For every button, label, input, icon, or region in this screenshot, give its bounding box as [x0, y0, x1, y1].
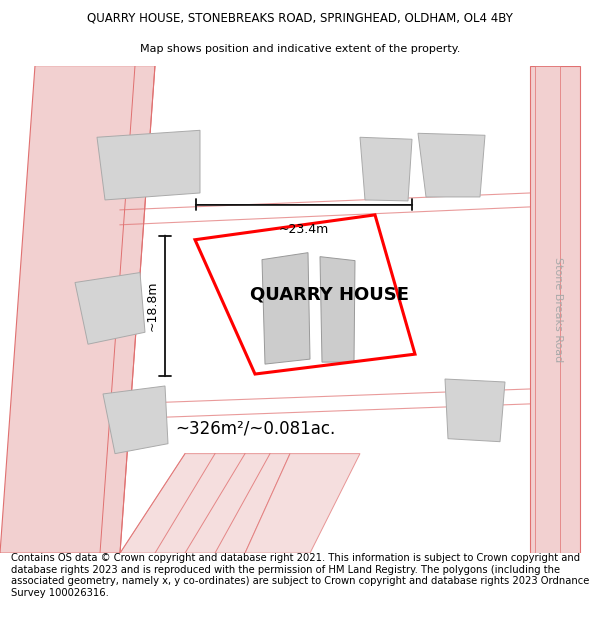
Polygon shape — [245, 454, 360, 553]
Polygon shape — [320, 257, 355, 362]
Text: Stone Breaks Road: Stone Breaks Road — [553, 257, 563, 362]
Polygon shape — [120, 454, 290, 553]
Polygon shape — [97, 130, 200, 200]
Polygon shape — [418, 133, 485, 197]
Polygon shape — [103, 386, 168, 454]
Text: ~326m²/~0.081ac.: ~326m²/~0.081ac. — [175, 420, 335, 437]
Polygon shape — [535, 66, 560, 553]
Text: Contains OS data © Crown copyright and database right 2021. This information is : Contains OS data © Crown copyright and d… — [11, 553, 589, 598]
Text: ~18.8m: ~18.8m — [146, 281, 159, 331]
Text: QUARRY HOUSE: QUARRY HOUSE — [251, 286, 409, 304]
Text: ~23.4m: ~23.4m — [279, 223, 329, 236]
Text: Map shows position and indicative extent of the property.: Map shows position and indicative extent… — [140, 44, 460, 54]
Polygon shape — [530, 66, 580, 553]
Polygon shape — [75, 272, 145, 344]
Polygon shape — [0, 66, 155, 553]
Text: QUARRY HOUSE, STONEBREAKS ROAD, SPRINGHEAD, OLDHAM, OL4 4BY: QUARRY HOUSE, STONEBREAKS ROAD, SPRINGHE… — [87, 12, 513, 25]
Polygon shape — [262, 253, 310, 364]
Polygon shape — [360, 138, 412, 201]
Polygon shape — [445, 379, 505, 442]
